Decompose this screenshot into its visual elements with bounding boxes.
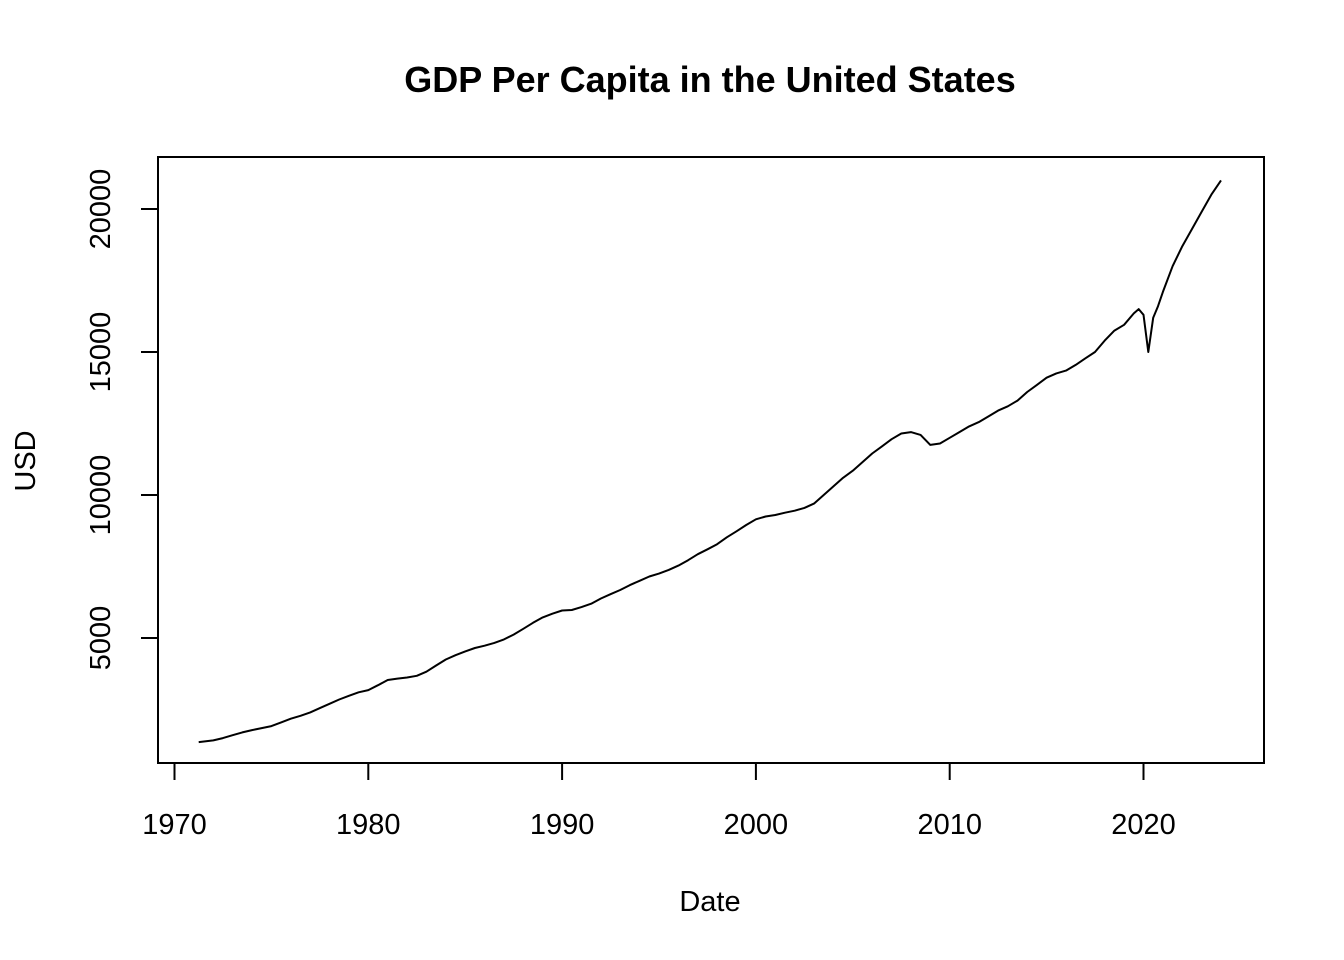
y-tick-label: 10000 xyxy=(85,455,117,536)
series-line xyxy=(198,179,1222,744)
x-tick-label: 2020 xyxy=(1111,809,1176,841)
y-axis-label: USD xyxy=(10,430,42,491)
x-axis-label: Date xyxy=(679,886,740,918)
x-tick-label: 1990 xyxy=(530,809,595,841)
y-axis: 5000 10000 15000 20000 xyxy=(85,169,159,671)
y-tick-label: 15000 xyxy=(85,312,117,393)
x-tick-label: 1980 xyxy=(336,809,401,841)
y-tick-label: 5000 xyxy=(85,606,117,671)
plot-frame xyxy=(157,156,1265,764)
x-tick-label: 2010 xyxy=(917,809,982,841)
y-tick-label: 20000 xyxy=(85,169,117,250)
chart-title: GDP Per Capita in the United States xyxy=(404,59,1015,100)
x-axis: 1970 1980 1990 2000 2010 2020 xyxy=(142,762,1176,841)
x-tick-label: 2000 xyxy=(724,809,789,841)
x-tick-label: 1970 xyxy=(142,809,207,841)
